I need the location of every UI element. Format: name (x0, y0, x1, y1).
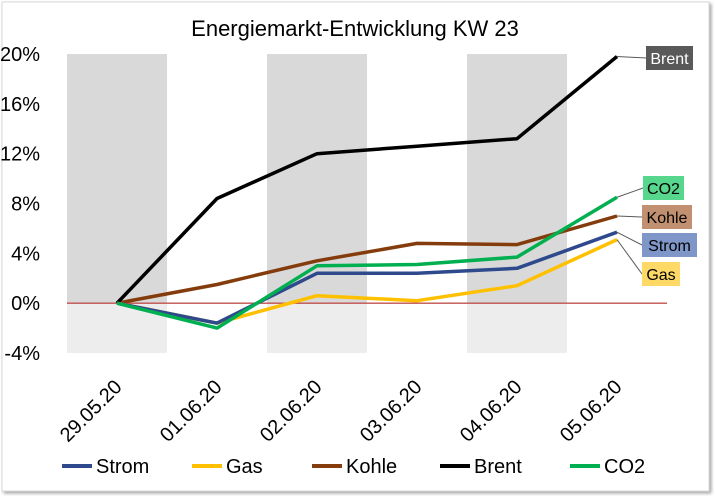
y-tick-label: 0% (11, 293, 40, 315)
callout-box-brent (646, 46, 693, 70)
series-callouts: Brent CO2 Kohle Strom Gas (616, 46, 697, 286)
legend: Strom Gas Kohle Brent CO2 (62, 456, 645, 478)
y-axis-ticks: 20% 16% 12% 8% 4% 0% -4% (0, 44, 40, 365)
callout-leader (616, 231, 643, 246)
series-lines (115, 55, 619, 330)
legend-label: CO2 (604, 456, 645, 478)
callout-box-strom (642, 233, 697, 257)
y-tick-label: 8% (11, 194, 40, 216)
y-tick-label: 20% (0, 44, 40, 66)
series-line-kohle (116, 214, 618, 305)
callout-leader (616, 55, 647, 59)
callout-box-kohle (642, 205, 692, 229)
legend-label: Gas (226, 456, 263, 478)
callout-label-co2: CO2 (647, 181, 680, 198)
band-lower (267, 303, 367, 353)
band-upper (467, 54, 567, 304)
band-lower (467, 303, 567, 353)
callout-label-brent: Brent (650, 51, 689, 68)
callout-label-gas: Gas (646, 267, 675, 284)
callout-label-strom: Strom (648, 238, 691, 255)
legend-label: Kohle (346, 456, 397, 478)
y-tick-label: 16% (0, 94, 40, 116)
chart-title: Energiemarkt-Entwicklung KW 23 (191, 16, 519, 41)
callout-leader (616, 239, 643, 275)
callout-leader (616, 215, 643, 218)
band-upper (67, 54, 167, 304)
legend-label: Strom (96, 456, 149, 478)
callout-leader (616, 187, 644, 198)
y-tick-label: -4% (4, 343, 40, 365)
y-tick-label: 12% (0, 144, 40, 166)
series-line-co2 (116, 195, 618, 330)
y-tick-label: 4% (11, 243, 40, 265)
series-line-brent (115, 55, 619, 305)
background-bands (67, 54, 567, 353)
legend-label: Brent (474, 456, 522, 478)
callout-box-co2 (643, 176, 684, 200)
callout-label-kohle: Kohle (647, 210, 688, 227)
callout-box-gas (642, 262, 680, 286)
series-line-strom (116, 230, 618, 325)
